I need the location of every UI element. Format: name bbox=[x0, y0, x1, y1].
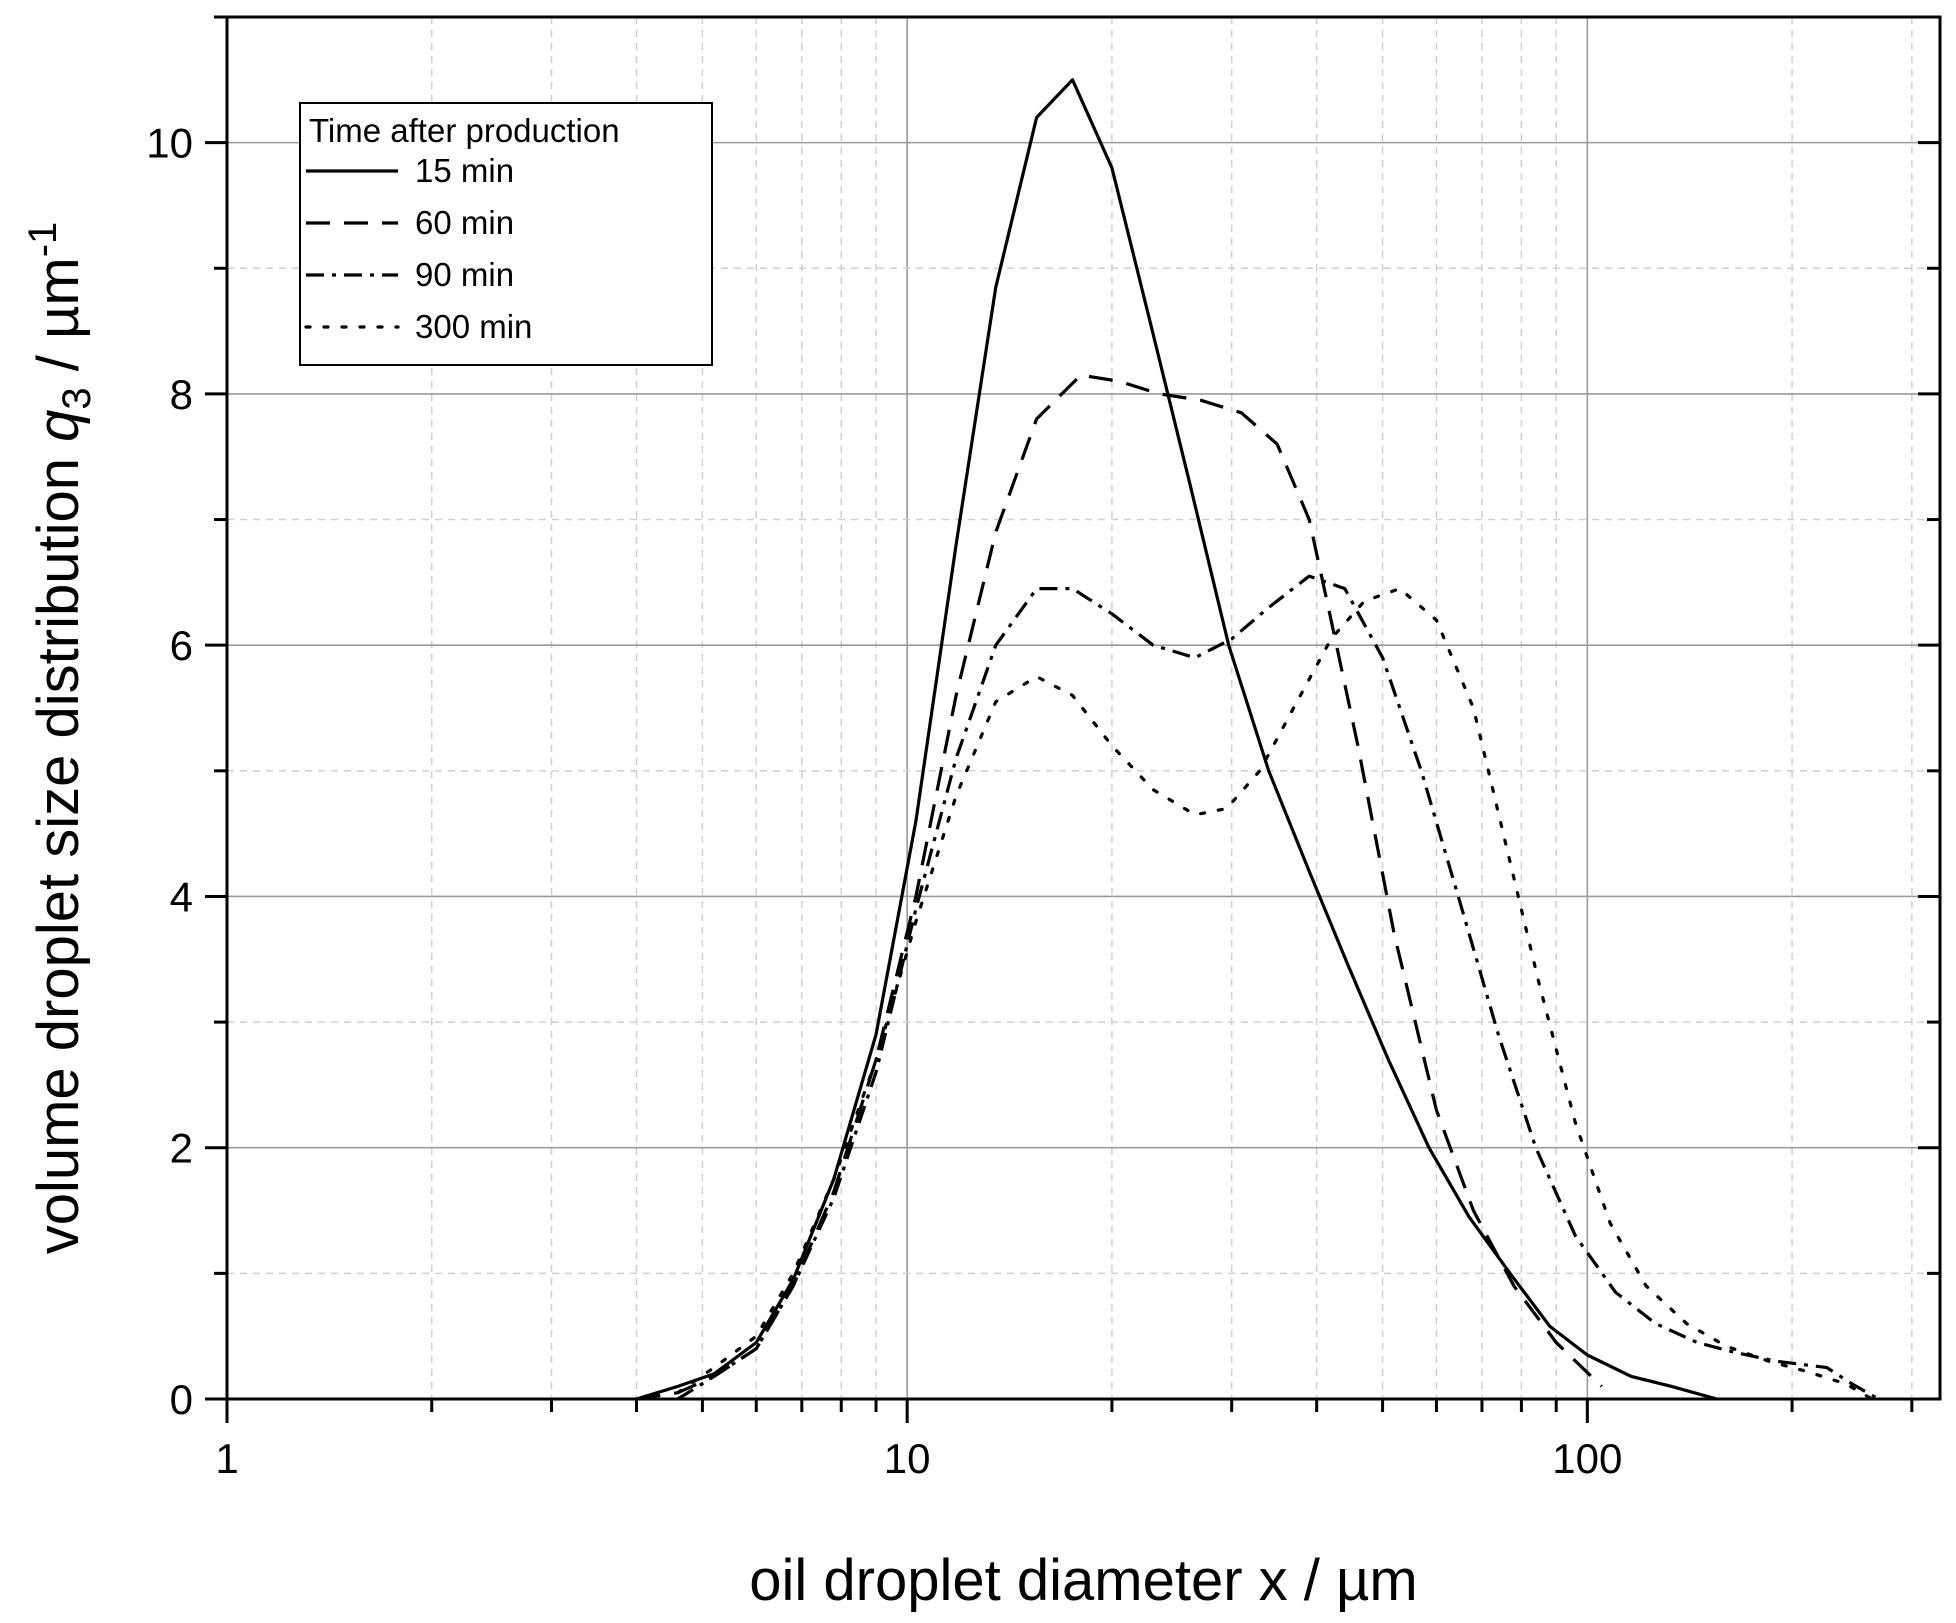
legend-label: 300 min bbox=[415, 308, 532, 345]
x-tick-label: 10 bbox=[884, 1435, 931, 1482]
plot-frame bbox=[225, 15, 1942, 1401]
tick-labels: 1 10 100 0 2 4 6 8 10 bbox=[146, 120, 1622, 1482]
legend-box bbox=[299, 102, 713, 366]
legend-items: 15 min 60 min 90 min 300 min bbox=[304, 152, 532, 345]
y-tick-label: 2 bbox=[170, 1125, 193, 1172]
legend: Time after production 15 min 60 min 90 min… bbox=[299, 102, 713, 366]
series-lines bbox=[636, 78, 1880, 1401]
axis-ticks bbox=[205, 15, 1940, 1423]
series-line-3 bbox=[676, 574, 1880, 1401]
y-tick-label: 6 bbox=[170, 622, 193, 669]
legend-title: Time after production bbox=[309, 112, 620, 149]
y-axis-title-q-sub: 3 bbox=[55, 387, 99, 409]
y-axis-title-q: q bbox=[26, 410, 91, 442]
y-tick-label: 4 bbox=[170, 873, 193, 920]
x-tick-label: 100 bbox=[1552, 1435, 1622, 1482]
x-tick-label: 1 bbox=[215, 1435, 238, 1482]
y-axis-title-main: volume droplet size distribution bbox=[26, 442, 91, 1254]
legend-label: 15 min bbox=[415, 152, 514, 189]
series-line-1 bbox=[636, 78, 1718, 1401]
legend-label: 90 min bbox=[415, 256, 514, 293]
series-line-4 bbox=[676, 586, 1874, 1401]
y-axis-title-unit-sup: -1 bbox=[21, 222, 65, 258]
x-axis-title: oil droplet diameter x / µm bbox=[749, 1548, 1417, 1613]
legend-label: 60 min bbox=[415, 204, 514, 241]
grid bbox=[227, 16, 1940, 1399]
y-tick-label: 0 bbox=[170, 1376, 193, 1423]
series-line-2 bbox=[636, 373, 1603, 1401]
y-axis-title-unit: / µm bbox=[26, 257, 91, 387]
y-tick-label: 8 bbox=[170, 371, 193, 418]
y-axis-title: volume droplet size distribution q3 / µm… bbox=[21, 222, 99, 1255]
y-tick-label: 10 bbox=[146, 120, 193, 167]
